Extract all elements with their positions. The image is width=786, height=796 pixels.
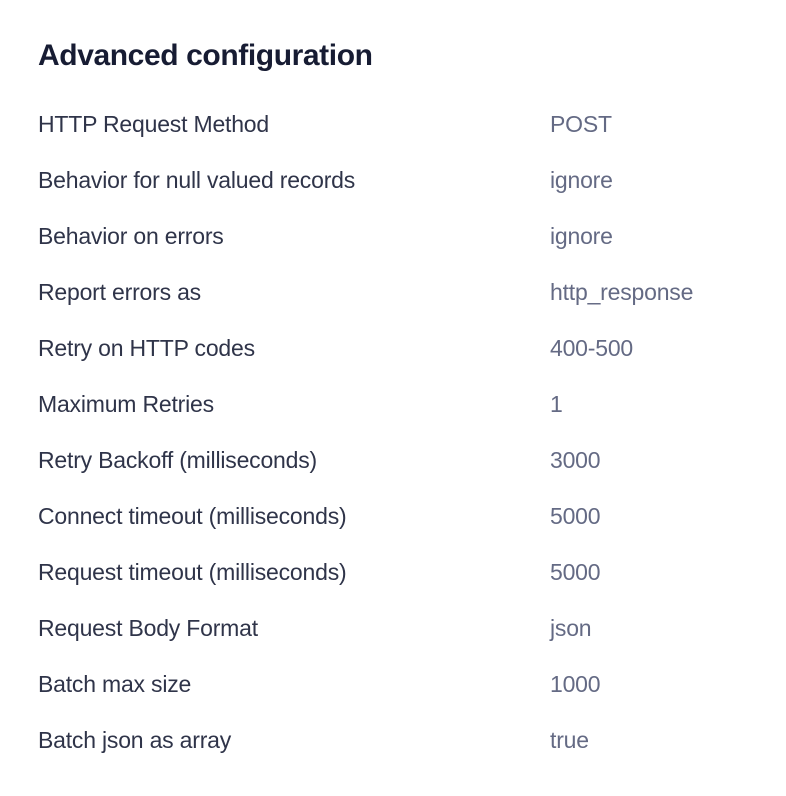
config-row-value: 1 [550,390,563,417]
config-row-value: 3000 [550,446,601,473]
config-row-label: Request Body Format [38,614,258,641]
advanced-configuration-panel: Advanced configuration HTTP Request Meth… [38,39,766,768]
config-row-label: Retry Backoff (milliseconds) [38,446,318,473]
config-row-value: ignore [550,166,613,193]
config-row-value: 400-500 [550,334,634,361]
config-row-label: Behavior on errors [38,222,224,249]
config-row-label: Batch json as array [38,726,232,753]
config-row: Batch max size 1000 [38,656,766,712]
config-row: HTTP Request Method POST [38,96,766,152]
config-row: Maximum Retries 1 [38,376,766,432]
config-row: Batch json as array true [38,712,766,768]
config-list: HTTP Request Method POST Behavior for nu… [38,96,766,768]
config-row-label: Retry on HTTP codes [38,334,255,361]
config-row-label: Batch max size [38,670,192,697]
config-row-value: true [550,726,589,753]
config-row-label: Behavior for null valued records [38,166,356,193]
config-row-label: Report errors as [38,278,201,305]
config-row: Request timeout (milliseconds) 5000 [38,544,766,600]
config-row-label: Connect timeout (milliseconds) [38,502,347,529]
config-row: Request Body Format json [38,600,766,656]
config-row-label: Request timeout (milliseconds) [38,558,347,585]
config-row-value: 5000 [550,502,601,529]
config-row: Behavior on errors ignore [38,208,766,264]
config-row: Retry on HTTP codes 400-500 [38,320,766,376]
config-row-value: json [550,614,592,641]
config-row-value: 1000 [550,670,601,697]
config-row-label: HTTP Request Method [38,110,269,137]
config-row-value: http_response [550,278,694,305]
page-title: Advanced configuration [38,39,373,72]
config-row: Connect timeout (milliseconds) 5000 [38,488,766,544]
config-row-value: 5000 [550,558,601,585]
config-row-value: ignore [550,222,613,249]
config-row: Retry Backoff (milliseconds) 3000 [38,432,766,488]
config-row: Report errors as http_response [38,264,766,320]
config-row: Behavior for null valued records ignore [38,152,766,208]
config-row-label: Maximum Retries [38,390,214,417]
config-row-value: POST [550,110,612,137]
